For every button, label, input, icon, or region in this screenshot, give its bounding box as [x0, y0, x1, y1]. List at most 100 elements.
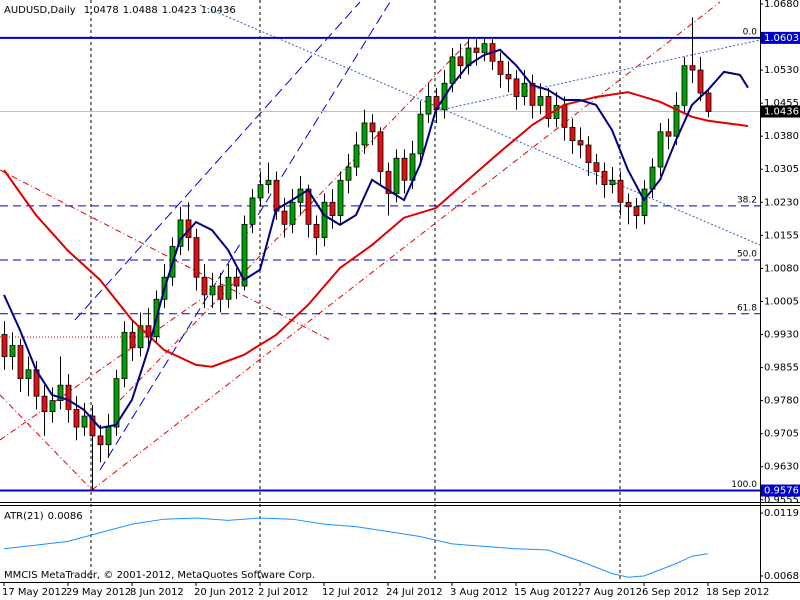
candle-body [201, 276, 208, 296]
candle-body [89, 415, 96, 437]
price-marker-bg [761, 31, 800, 44]
candle-body [593, 162, 600, 172]
header-high: 1.0488 [123, 5, 158, 16]
y-tick-label: 1.0005 [764, 296, 799, 307]
candle-body [329, 201, 336, 216]
header-low: 1.0423 [162, 5, 197, 16]
candle-body [281, 210, 288, 225]
candle-body [273, 179, 280, 212]
price-marker: 0.9576 [764, 486, 799, 497]
y-tick-label: 0.9630 [764, 462, 799, 473]
y-tick-label: 0.9855 [764, 363, 799, 374]
header-open: 1.0478 [84, 5, 119, 16]
candle-body [585, 144, 592, 164]
candle-body [369, 122, 376, 133]
candle-body [177, 219, 184, 247]
y-tick-label: 1.0380 [764, 131, 799, 142]
trend-lines [0, 1, 761, 491]
candle-body [265, 179, 272, 186]
candle-body [129, 331, 136, 349]
trend-line [199, 4, 761, 246]
x-tick-label: 3 Aug 2012 [450, 587, 508, 598]
candle-body [545, 96, 552, 119]
y-tick-label: 1.0305 [764, 164, 799, 175]
y-tick-label: 1.0680 [764, 0, 799, 10]
x-tick-label: 18 Sep 2012 [706, 587, 769, 598]
trend-line [91, 1, 721, 491]
y-tick-label: 0.9705 [764, 429, 799, 440]
x-tick-label: 24 Jul 2012 [386, 587, 443, 598]
candle-body [481, 43, 488, 53]
candle-body [97, 435, 104, 446]
x-tick-label: 29 May 2012 [66, 587, 131, 598]
candle-body [657, 131, 664, 168]
candle-body [393, 157, 400, 194]
x-tick-label: 2 Jul 2012 [258, 587, 308, 598]
candle-body [233, 276, 240, 287]
candle-body [569, 126, 576, 141]
candle-body [41, 395, 48, 413]
price-marker-bg [761, 105, 800, 118]
fib-label: 0.0 [743, 27, 758, 37]
x-tick-label: 17 May 2012 [2, 587, 67, 598]
candle-body [457, 56, 464, 67]
moving-average [3, 91, 749, 368]
price-marker-bg [761, 484, 800, 497]
y-tick-label: 0.9780 [764, 396, 799, 407]
candle-body [497, 60, 504, 75]
candle-body [249, 197, 256, 225]
candle-body [49, 400, 56, 413]
x-tick-label: 8 Jun 2012 [130, 587, 184, 598]
candle-body [505, 74, 512, 80]
symbol-title: AUDUSD,Daily [4, 5, 76, 16]
footer: MMCIS MetaTrader, © 2001-2012, MetaQuote… [4, 570, 315, 581]
candle-body [209, 285, 216, 296]
candle-body [401, 157, 408, 181]
x-tick-label: 27 Aug 2012 [578, 587, 642, 598]
y-tick-label: 1.0455 [764, 98, 799, 109]
candle-body [113, 378, 120, 428]
trend-line [0, 169, 331, 341]
indicator-value: 0.0086 [48, 511, 83, 522]
candle-body [473, 47, 480, 53]
y-tick-label: 0.0068 [764, 571, 799, 582]
candle-body [385, 171, 392, 194]
candle-body [361, 122, 368, 146]
fib-label: 100.0 [731, 480, 757, 490]
candle-body [17, 345, 24, 379]
candle-body [73, 409, 80, 428]
x-tick-label: 6 Sep 2012 [642, 587, 699, 598]
y-tick-label: 0.9555 [764, 495, 799, 506]
candle-body [241, 223, 248, 287]
x-tick-label: 12 Jul 2012 [322, 587, 379, 598]
candle-body [673, 104, 680, 137]
candle-body [81, 415, 88, 428]
price-marker: 1.0603 [764, 33, 799, 44]
candle-body [705, 92, 712, 112]
candle-body [137, 325, 144, 349]
frame [0, 0, 800, 583]
y-tick-label: 1.0230 [764, 197, 799, 208]
candle-body [193, 237, 200, 278]
trend-line [0, 299, 201, 441]
candle-body [353, 144, 360, 168]
y-tick-label: 1.0530 [764, 65, 799, 76]
candle-body [9, 345, 16, 357]
y-tick-label: 1.0155 [764, 230, 799, 241]
candle-body [217, 285, 224, 300]
plot-area [0, 17, 760, 492]
candle-body [689, 65, 696, 71]
candle-body [553, 104, 560, 119]
x-tick-label: 15 Aug 2012 [514, 587, 578, 598]
candle-body [601, 171, 608, 186]
atr-line [3, 517, 709, 578]
fib-label: 38.2 [737, 195, 757, 205]
candle-body [625, 201, 632, 208]
y-tick-label: 1.0080 [764, 263, 799, 274]
candle-body [337, 179, 344, 216]
x-tick-label: 20 Jun 2012 [194, 587, 254, 598]
candle-body [345, 166, 352, 181]
candle-body [633, 206, 640, 216]
candle-body [665, 131, 672, 137]
